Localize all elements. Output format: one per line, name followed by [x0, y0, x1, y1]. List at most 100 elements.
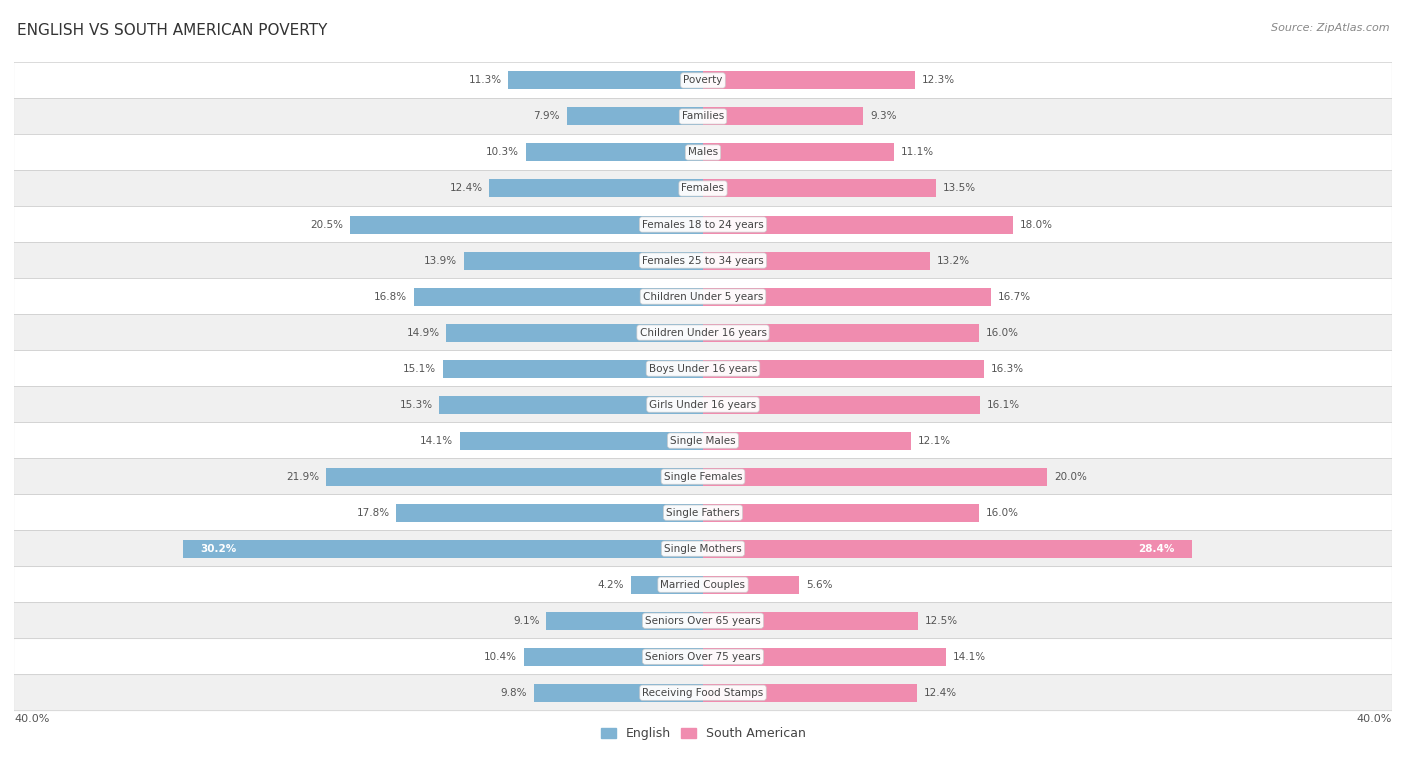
Text: 13.2%: 13.2% [938, 255, 970, 265]
Text: Children Under 16 years: Children Under 16 years [640, 327, 766, 337]
Text: 14.9%: 14.9% [406, 327, 440, 337]
Bar [460, 431, 703, 449]
Text: Seniors Over 75 years: Seniors Over 75 years [645, 652, 761, 662]
Text: ENGLISH VS SOUTH AMERICAN POVERTY: ENGLISH VS SOUTH AMERICAN POVERTY [17, 23, 328, 38]
Text: 12.4%: 12.4% [924, 688, 956, 697]
Bar [326, 468, 703, 486]
FancyBboxPatch shape [14, 99, 1392, 134]
Text: 16.3%: 16.3% [991, 364, 1024, 374]
FancyBboxPatch shape [14, 278, 1392, 315]
Bar [703, 180, 935, 198]
FancyBboxPatch shape [14, 423, 1392, 459]
Bar [183, 540, 703, 558]
Text: 30.2%: 30.2% [200, 543, 236, 553]
Bar [703, 575, 800, 594]
Text: 5.6%: 5.6% [807, 580, 832, 590]
Bar [703, 324, 979, 342]
Text: 17.8%: 17.8% [356, 508, 389, 518]
Text: 16.0%: 16.0% [986, 508, 1018, 518]
Text: Seniors Over 65 years: Seniors Over 65 years [645, 615, 761, 625]
Text: 13.5%: 13.5% [942, 183, 976, 193]
Text: 16.0%: 16.0% [986, 327, 1018, 337]
Text: Females 18 to 24 years: Females 18 to 24 years [643, 220, 763, 230]
Text: Source: ZipAtlas.com: Source: ZipAtlas.com [1271, 23, 1389, 33]
Text: 20.0%: 20.0% [1054, 471, 1087, 481]
Bar [464, 252, 703, 270]
Text: Families: Families [682, 111, 724, 121]
FancyBboxPatch shape [14, 639, 1392, 675]
Text: 20.5%: 20.5% [311, 220, 343, 230]
Bar [547, 612, 703, 630]
Bar [703, 108, 863, 126]
Text: 40.0%: 40.0% [1357, 713, 1392, 724]
Text: Single Females: Single Females [664, 471, 742, 481]
Bar [703, 612, 918, 630]
Bar [443, 359, 703, 377]
Text: 14.1%: 14.1% [420, 436, 453, 446]
FancyBboxPatch shape [14, 206, 1392, 243]
Bar [703, 503, 979, 522]
Bar [350, 215, 703, 233]
Text: Single Males: Single Males [671, 436, 735, 446]
Bar [413, 287, 703, 305]
Text: Females 25 to 34 years: Females 25 to 34 years [643, 255, 763, 265]
Text: 15.1%: 15.1% [404, 364, 436, 374]
Text: 13.9%: 13.9% [423, 255, 457, 265]
Bar [509, 71, 703, 89]
FancyBboxPatch shape [14, 134, 1392, 171]
FancyBboxPatch shape [14, 603, 1392, 639]
FancyBboxPatch shape [14, 243, 1392, 278]
Bar [703, 71, 915, 89]
Bar [703, 143, 894, 161]
Text: 18.0%: 18.0% [1019, 220, 1053, 230]
FancyBboxPatch shape [14, 531, 1392, 567]
Text: 4.2%: 4.2% [598, 580, 624, 590]
Text: 10.3%: 10.3% [485, 148, 519, 158]
Text: Children Under 5 years: Children Under 5 years [643, 292, 763, 302]
FancyBboxPatch shape [14, 567, 1392, 603]
Text: 11.1%: 11.1% [901, 148, 934, 158]
FancyBboxPatch shape [14, 315, 1392, 350]
Text: 12.4%: 12.4% [450, 183, 482, 193]
Legend: English, South American: English, South American [596, 722, 810, 745]
Text: Poverty: Poverty [683, 76, 723, 86]
Text: 16.1%: 16.1% [987, 399, 1021, 409]
FancyBboxPatch shape [14, 387, 1392, 423]
FancyBboxPatch shape [14, 495, 1392, 531]
Text: 14.1%: 14.1% [953, 652, 986, 662]
Bar [703, 684, 917, 702]
Bar [567, 108, 703, 126]
Bar [524, 647, 703, 666]
Bar [489, 180, 703, 198]
Bar [534, 684, 703, 702]
Text: 7.9%: 7.9% [533, 111, 560, 121]
Text: 12.1%: 12.1% [918, 436, 952, 446]
Text: 10.4%: 10.4% [484, 652, 517, 662]
Text: Married Couples: Married Couples [661, 580, 745, 590]
FancyBboxPatch shape [14, 62, 1392, 99]
Bar [703, 359, 984, 377]
Text: 16.8%: 16.8% [374, 292, 406, 302]
Text: 12.3%: 12.3% [922, 76, 955, 86]
Bar [703, 431, 911, 449]
Text: 9.1%: 9.1% [513, 615, 540, 625]
Bar [703, 252, 931, 270]
Text: Single Mothers: Single Mothers [664, 543, 742, 553]
Text: Boys Under 16 years: Boys Under 16 years [648, 364, 758, 374]
Bar [703, 468, 1047, 486]
Text: Receiving Food Stamps: Receiving Food Stamps [643, 688, 763, 697]
Text: Females: Females [682, 183, 724, 193]
Bar [703, 396, 980, 414]
Bar [446, 324, 703, 342]
Bar [526, 143, 703, 161]
Text: Single Fathers: Single Fathers [666, 508, 740, 518]
Bar [440, 396, 703, 414]
Text: 9.8%: 9.8% [501, 688, 527, 697]
Text: 16.7%: 16.7% [997, 292, 1031, 302]
Text: Males: Males [688, 148, 718, 158]
Bar [703, 540, 1192, 558]
Bar [396, 503, 703, 522]
Bar [703, 287, 991, 305]
Text: 40.0%: 40.0% [14, 713, 49, 724]
FancyBboxPatch shape [14, 350, 1392, 387]
